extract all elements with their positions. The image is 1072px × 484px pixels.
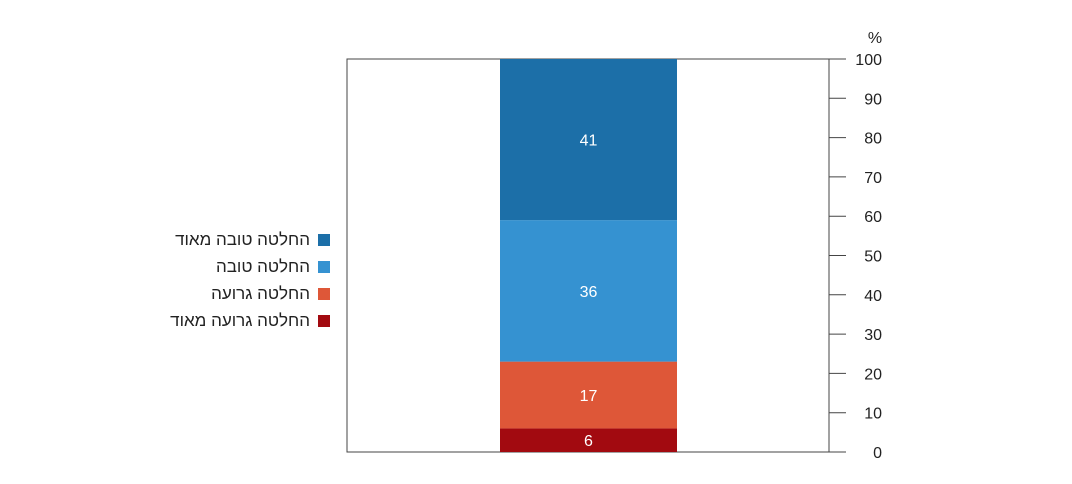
- y-tick-label-6: 60: [864, 209, 882, 226]
- legend: החלטה טובה מאוד החלטה טובה החלטה גרועה החלט…: [170, 226, 330, 334]
- y-tick-label-8: 80: [864, 131, 882, 148]
- y-tick-label-10: 100: [855, 52, 882, 69]
- legend-item-2: החלטה טובה: [170, 253, 330, 280]
- legend-label: החלטה טובה מאוד: [175, 229, 310, 249]
- legend-swatch: [318, 233, 330, 246]
- y-tick-label-5: 50: [864, 249, 882, 266]
- legend-swatch: [318, 314, 330, 327]
- legend-swatch: [318, 260, 330, 273]
- legend-label: החלטה טובה: [215, 256, 310, 276]
- legend-label: החלטה גרועה: [211, 283, 310, 303]
- bar-segment-3: [500, 59, 677, 221]
- data-label-1: 17: [580, 388, 598, 405]
- y-tick-label-3: 30: [864, 327, 882, 344]
- y-tick-label-7: 70: [864, 170, 882, 187]
- data-label-3: 41: [580, 133, 598, 150]
- data-label-0: 6: [584, 433, 593, 450]
- legend-swatch: [318, 287, 330, 300]
- y-tick-label-4: 40: [864, 288, 882, 305]
- bar-segment-0: [500, 428, 677, 452]
- bar-segment-1: [500, 361, 677, 429]
- y-tick-label-9: 90: [864, 91, 882, 108]
- y-tick-label-2: 20: [864, 366, 882, 383]
- legend-item-3: החלטה טובה מאוד: [170, 226, 330, 253]
- legend-label: החלטה גרועה מאוד: [170, 310, 310, 330]
- y-tick-label-1: 10: [864, 406, 882, 423]
- legend-item-0: החלטה גרועה מאוד: [170, 307, 330, 334]
- legend-item-1: החלטה גרועה: [170, 280, 330, 307]
- data-label-2: 36: [580, 284, 598, 301]
- y-tick-label-0: 0: [873, 445, 882, 462]
- y-axis-unit-label: %: [868, 30, 882, 47]
- bar-segment-2: [500, 220, 677, 362]
